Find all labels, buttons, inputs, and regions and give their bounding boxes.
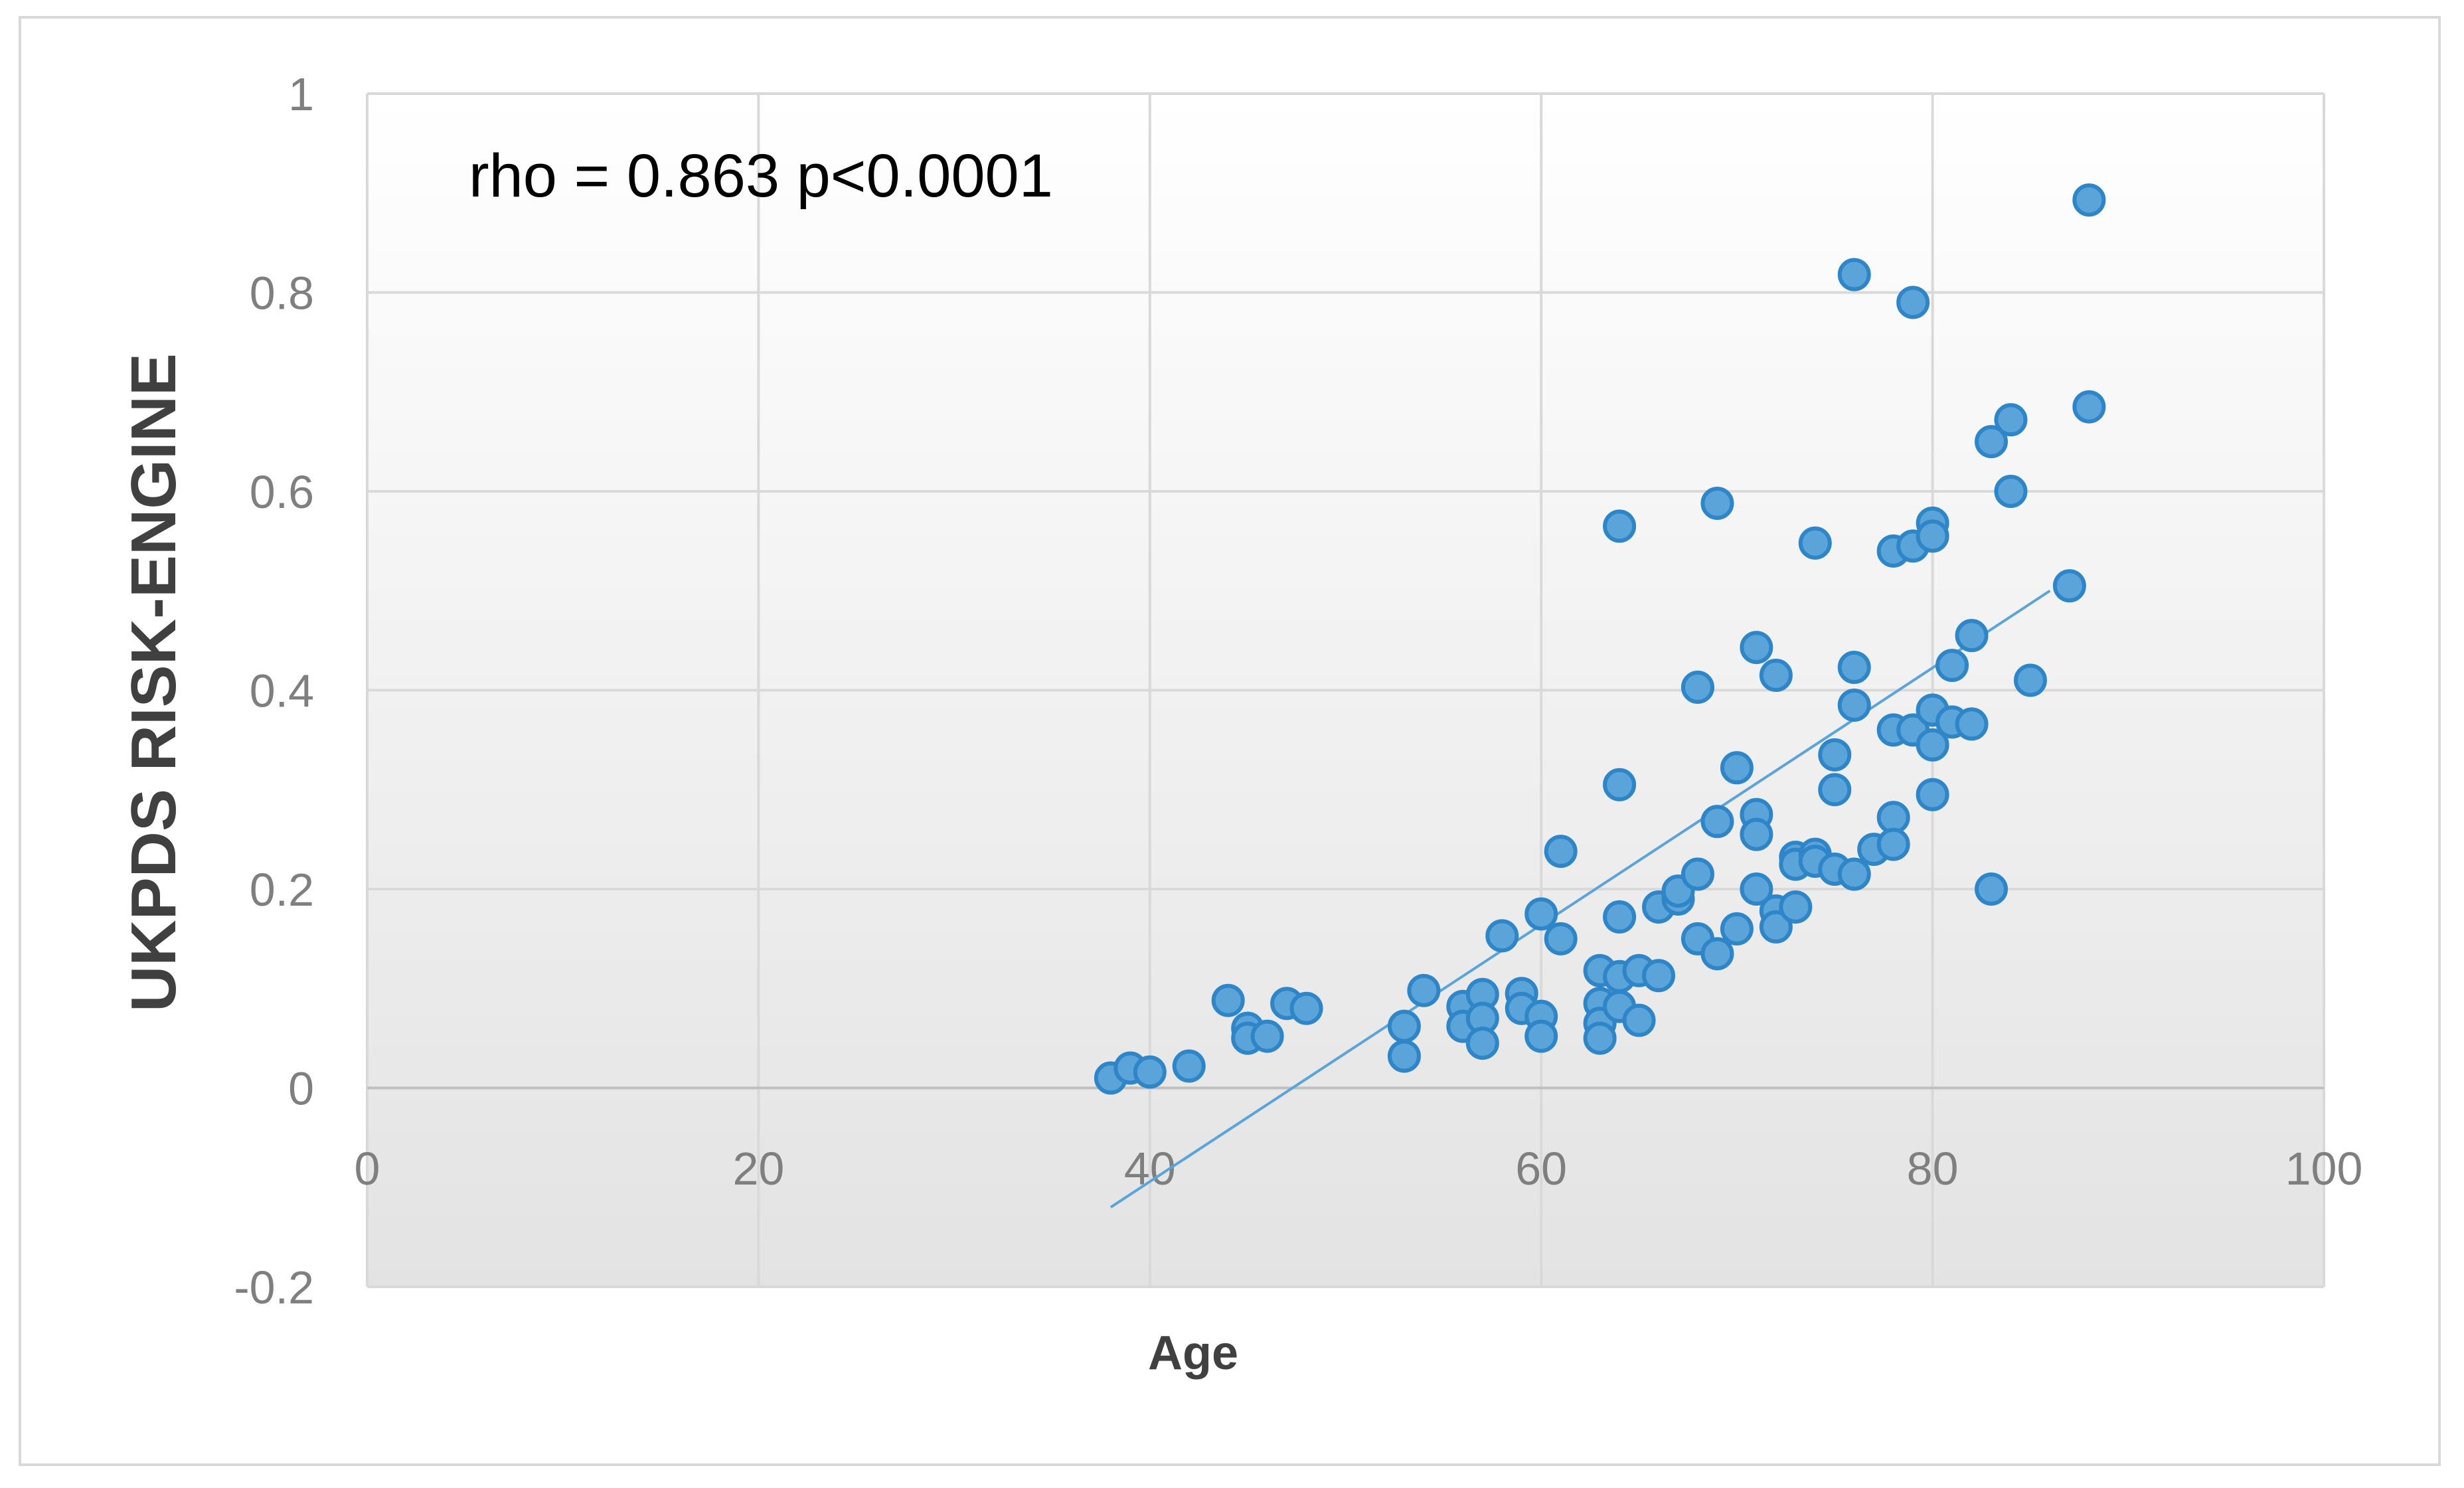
- x-tick-label: 100: [2285, 1143, 2363, 1195]
- annotation-text: rho = 0.863 p<0.0001: [469, 142, 1053, 210]
- y-tick-label: 0.4: [250, 665, 314, 717]
- data-point: [1700, 805, 1734, 839]
- data-point: [1642, 959, 1676, 993]
- tick-labels: 0 20 40 60 80 100 1 0.8 0.6 0.4 0.2 0 -0.2: [234, 68, 2362, 1313]
- data-point: [1250, 1019, 1284, 1053]
- data-point: [1994, 403, 2028, 437]
- data-point: [1896, 286, 1930, 319]
- data-point: [1916, 728, 1949, 762]
- data-point: [1720, 751, 1754, 785]
- data-point: [1740, 872, 1773, 906]
- data-point: [1955, 707, 1989, 741]
- data-point: [2072, 183, 2106, 217]
- x-tick-label: 20: [732, 1143, 784, 1195]
- data-point: [1700, 937, 1734, 971]
- data-point: [1916, 519, 1949, 553]
- data-point: [1837, 258, 1871, 291]
- data-point: [1465, 1027, 1499, 1060]
- data-point: [1935, 649, 1969, 683]
- data-point: [1740, 817, 1773, 851]
- y-tick-label: 0: [288, 1063, 314, 1115]
- data-point: [1837, 857, 1871, 891]
- data-point: [1603, 900, 1637, 934]
- data-point: [1818, 773, 1852, 807]
- data-point: [1583, 1021, 1617, 1055]
- data-point: [1485, 919, 1519, 953]
- data-point: [1603, 768, 1637, 801]
- x-tick-label: 0: [355, 1143, 380, 1195]
- data-point: [1759, 910, 1793, 944]
- x-tick-label: 80: [1907, 1143, 1959, 1195]
- data-point: [1818, 738, 1852, 772]
- data-point: [1916, 778, 1949, 811]
- data-point: [1759, 659, 1793, 693]
- x-axis-title: Age: [1148, 1327, 1238, 1380]
- data-point: [1955, 619, 1989, 653]
- data-point: [1994, 475, 2028, 508]
- x-tick-label: 40: [1124, 1143, 1176, 1195]
- data-point: [1524, 897, 1558, 931]
- data-point: [1700, 486, 1734, 520]
- y-axis-title: UKPDS RISK-ENGINE: [118, 353, 189, 1012]
- data-point: [1544, 835, 1578, 868]
- x-tick-label: 60: [1515, 1143, 1567, 1195]
- y-tick-label: 0.2: [250, 864, 314, 916]
- data-point: [1837, 688, 1871, 722]
- data-points: [1094, 183, 2106, 1095]
- data-point: [2052, 569, 2086, 603]
- data-point: [1798, 526, 1832, 560]
- data-point: [1387, 1009, 1421, 1043]
- y-tick-label: 1: [288, 68, 314, 120]
- data-point: [1681, 671, 1714, 704]
- y-tick-label: 0.8: [250, 268, 314, 319]
- data-point: [2072, 390, 2106, 424]
- data-point: [1407, 973, 1441, 1007]
- data-point: [1622, 1003, 1656, 1037]
- data-point: [1975, 872, 2009, 906]
- data-point: [1603, 509, 1637, 543]
- data-point: [2013, 663, 2047, 697]
- data-point: [1876, 827, 1910, 861]
- data-point: [1289, 991, 1323, 1025]
- data-point: [1524, 1019, 1558, 1053]
- data-point: [1544, 922, 1578, 955]
- data-point: [1975, 425, 2009, 459]
- data-point: [1133, 1055, 1167, 1089]
- data-point: [1876, 801, 1910, 835]
- data-point: [1779, 890, 1813, 924]
- data-point: [1837, 651, 1871, 685]
- data-point: [1172, 1049, 1206, 1083]
- data-point: [1740, 631, 1773, 665]
- trendline: [1109, 590, 2051, 1208]
- data-point: [1720, 912, 1754, 946]
- data-point: [1681, 857, 1714, 891]
- y-tick-label: -0.2: [234, 1262, 314, 1313]
- y-tick-label: 0.6: [250, 466, 314, 518]
- data-point: [1387, 1039, 1421, 1073]
- data-point: [1211, 983, 1245, 1017]
